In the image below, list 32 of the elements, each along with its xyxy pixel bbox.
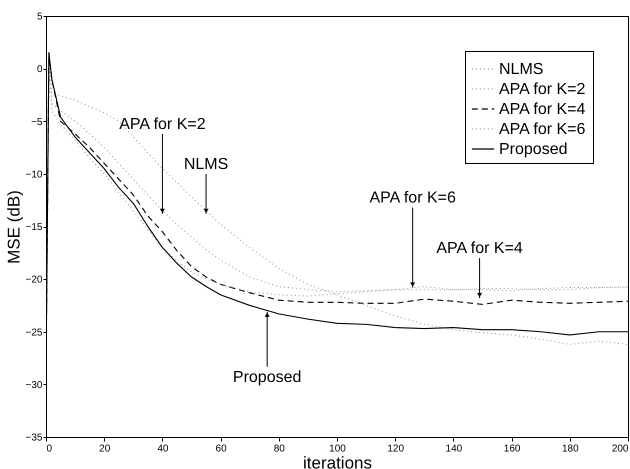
y-tick-label: −35	[26, 432, 43, 444]
x-tick-label: 100	[329, 444, 346, 454]
legend-label: APA for K=4	[499, 101, 586, 118]
annotation: NLMS	[184, 156, 228, 173]
x-tick-label: 0	[46, 444, 52, 454]
x-tick-label: 20	[99, 444, 111, 454]
x-tick-label: 140	[446, 444, 463, 454]
y-tick-label: −25	[26, 327, 43, 338]
y-tick-label: 5	[36, 12, 43, 22]
x-tick-label: 200	[612, 444, 629, 454]
y-tick-label: −5	[31, 116, 43, 128]
legend-label: APA for K=2	[499, 81, 586, 98]
y-tick-label: −30	[26, 380, 43, 391]
annotation: APA for K=6	[369, 190, 456, 207]
x-tick-label: 180	[562, 444, 580, 454]
x-tick-label: 80	[274, 444, 286, 454]
x-tick-label: 160	[504, 444, 521, 454]
annotation: APA for K=4	[436, 240, 523, 258]
annotation: APA for K=2	[119, 116, 206, 133]
legend-label: APA for K=6	[499, 121, 586, 138]
x-tick-label: 60	[216, 444, 228, 454]
x-axis-title: iterations	[303, 454, 372, 469]
y-tick-label: −15	[26, 222, 43, 233]
y-tick-label: −20	[26, 274, 43, 286]
x-tick-label: 120	[387, 444, 404, 454]
legend-label: Proposed	[499, 141, 568, 158]
x-tick-label: 40	[157, 444, 169, 454]
y-tick-label: 0	[36, 64, 43, 76]
y-tick-label: −10	[26, 169, 43, 180]
y-axis-title: MSE (dB)	[4, 190, 24, 264]
legend-label: NLMS	[499, 61, 544, 78]
annotation: Proposed	[232, 368, 302, 386]
